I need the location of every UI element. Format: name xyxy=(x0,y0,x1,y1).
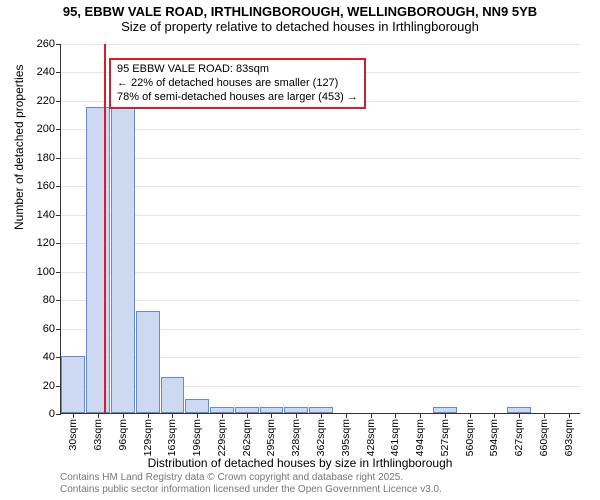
ytick-label: 40 xyxy=(43,351,55,363)
ytick-mark xyxy=(56,414,61,415)
ytick-mark xyxy=(56,186,61,187)
xtick-label: 362sqm xyxy=(315,419,327,456)
xtick-label: 594sqm xyxy=(488,419,500,456)
xtick-mark xyxy=(321,413,322,418)
gridline xyxy=(61,158,580,159)
ytick-mark xyxy=(56,329,61,330)
ytick-label: 260 xyxy=(37,38,55,50)
xtick-label: 693sqm xyxy=(563,419,575,456)
annotation-line2: ← 22% of detached houses are smaller (12… xyxy=(117,77,358,91)
attribution: Contains HM Land Registry data © Crown c… xyxy=(60,472,442,496)
annotation-line3: 78% of semi-detached houses are larger (… xyxy=(117,91,358,105)
ytick-mark xyxy=(56,386,61,387)
xtick-mark xyxy=(494,413,495,418)
ytick-mark xyxy=(56,72,61,73)
xtick-mark xyxy=(296,413,297,418)
ytick-label: 0 xyxy=(49,408,55,420)
x-axis-label: Distribution of detached houses by size … xyxy=(0,456,600,470)
xtick-label: 328sqm xyxy=(290,419,302,456)
xtick-label: 63sqm xyxy=(92,419,104,451)
ytick-label: 140 xyxy=(37,209,55,221)
ytick-mark xyxy=(56,101,61,102)
chart-area: 02040608010012014016018020022024026030sq… xyxy=(60,44,580,414)
histogram-bar xyxy=(185,399,209,413)
xtick-label: 395sqm xyxy=(340,419,352,456)
gridline xyxy=(61,300,580,301)
ytick-label: 60 xyxy=(43,323,55,335)
xtick-label: 30sqm xyxy=(67,419,79,451)
xtick-label: 627sqm xyxy=(513,419,525,456)
xtick-label: 163sqm xyxy=(166,419,178,456)
xtick-mark xyxy=(73,413,74,418)
attribution-line1: Contains HM Land Registry data © Crown c… xyxy=(60,472,442,484)
ytick-mark xyxy=(56,272,61,273)
xtick-label: 295sqm xyxy=(265,419,277,456)
gridline xyxy=(61,215,580,216)
histogram-bar xyxy=(136,311,160,413)
ytick-mark xyxy=(56,215,61,216)
gridline xyxy=(61,129,580,130)
ytick-label: 240 xyxy=(37,66,55,78)
xtick-label: 494sqm xyxy=(414,419,426,456)
xtick-mark xyxy=(346,413,347,418)
histogram-bar xyxy=(161,377,185,413)
xtick-label: 428sqm xyxy=(365,419,377,456)
y-axis-label: Number of detached properties xyxy=(12,65,26,230)
xtick-mark xyxy=(519,413,520,418)
xtick-mark xyxy=(544,413,545,418)
annotation-line1: 95 EBBW VALE ROAD: 83sqm xyxy=(117,63,358,77)
ytick-mark xyxy=(56,243,61,244)
xtick-mark xyxy=(420,413,421,418)
title-line1: 95, EBBW VALE ROAD, IRTHLINGBOROUGH, WEL… xyxy=(0,4,600,19)
xtick-label: 129sqm xyxy=(142,419,154,456)
histogram-bar xyxy=(61,356,85,413)
ytick-label: 200 xyxy=(37,123,55,135)
chart-title-block: 95, EBBW VALE ROAD, IRTHLINGBOROUGH, WEL… xyxy=(0,0,600,34)
ytick-label: 220 xyxy=(37,95,55,107)
xtick-mark xyxy=(222,413,223,418)
ytick-mark xyxy=(56,158,61,159)
xtick-mark xyxy=(470,413,471,418)
xtick-mark xyxy=(197,413,198,418)
ytick-label: 80 xyxy=(43,294,55,306)
xtick-label: 660sqm xyxy=(538,419,550,456)
xtick-label: 196sqm xyxy=(191,419,203,456)
gridline xyxy=(61,186,580,187)
ytick-label: 180 xyxy=(37,152,55,164)
gridline xyxy=(61,272,580,273)
xtick-label: 560sqm xyxy=(464,419,476,456)
xtick-label: 527sqm xyxy=(439,419,451,456)
annotation-box: 95 EBBW VALE ROAD: 83sqm← 22% of detache… xyxy=(109,58,366,109)
xtick-mark xyxy=(569,413,570,418)
xtick-mark xyxy=(271,413,272,418)
xtick-mark xyxy=(395,413,396,418)
xtick-mark xyxy=(98,413,99,418)
xtick-label: 229sqm xyxy=(216,419,228,456)
xtick-mark xyxy=(445,413,446,418)
xtick-mark xyxy=(148,413,149,418)
xtick-mark xyxy=(172,413,173,418)
xtick-label: 262sqm xyxy=(241,419,253,456)
ytick-mark xyxy=(56,300,61,301)
ytick-label: 160 xyxy=(37,180,55,192)
xtick-mark xyxy=(247,413,248,418)
xtick-label: 96sqm xyxy=(117,419,129,451)
histogram-bar xyxy=(86,107,110,413)
gridline xyxy=(61,243,580,244)
histogram-bar xyxy=(111,86,135,413)
xtick-label: 461sqm xyxy=(389,419,401,456)
ytick-mark xyxy=(56,129,61,130)
xtick-mark xyxy=(123,413,124,418)
ytick-label: 120 xyxy=(37,237,55,249)
xtick-mark xyxy=(371,413,372,418)
title-line2: Size of property relative to detached ho… xyxy=(0,19,600,34)
ytick-mark xyxy=(56,44,61,45)
plot-area: 02040608010012014016018020022024026030sq… xyxy=(60,44,580,414)
gridline xyxy=(61,44,580,45)
ytick-mark xyxy=(56,357,61,358)
ytick-label: 100 xyxy=(37,266,55,278)
property-marker-line xyxy=(104,44,106,413)
attribution-line2: Contains public sector information licen… xyxy=(60,484,442,496)
ytick-label: 20 xyxy=(43,380,55,392)
